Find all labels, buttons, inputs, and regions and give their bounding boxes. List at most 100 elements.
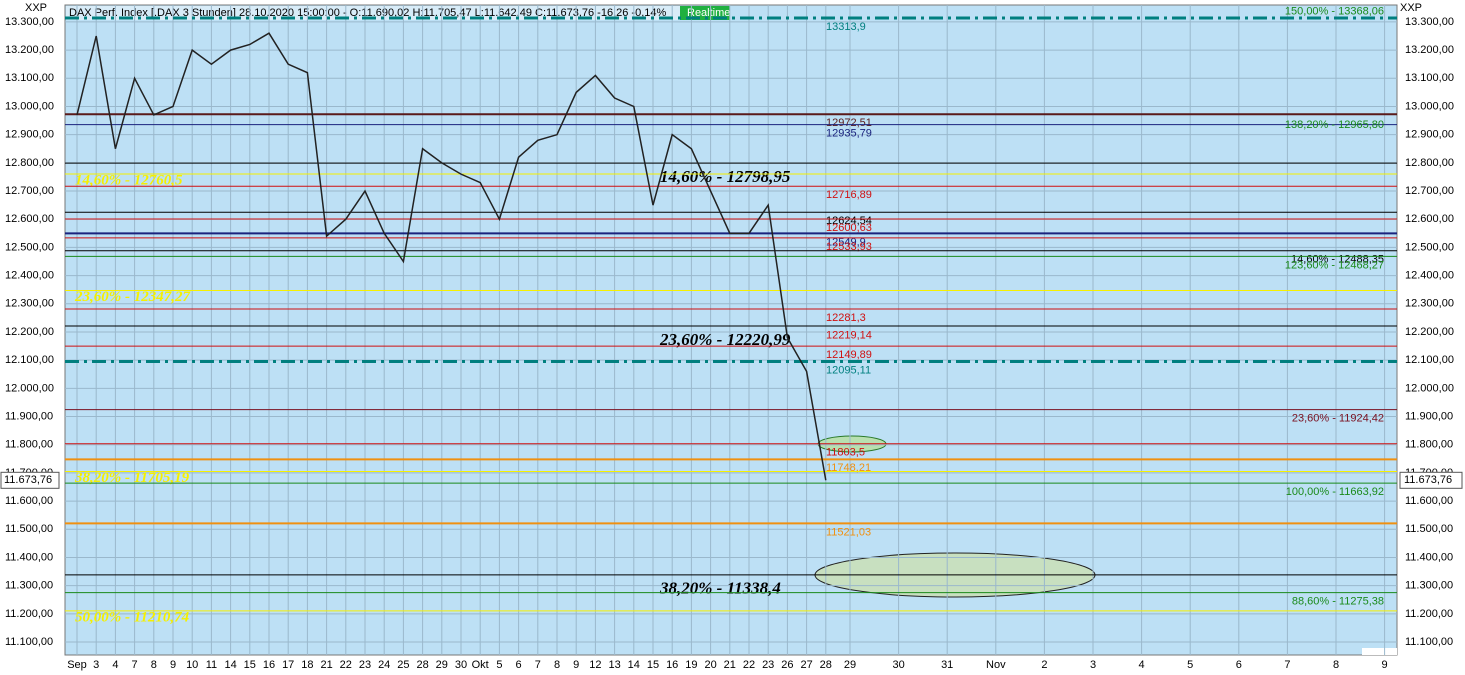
level-label: 150,00% - 13368,06 [1285, 6, 1384, 18]
level-label: 38,20% - 11338,4 [659, 579, 781, 598]
level-label: 23,60% - 12220,99 [659, 330, 791, 349]
x-tick-label: 3 [93, 659, 99, 671]
y-tick-label: 12.500,00 [5, 241, 54, 253]
y-tick-label: 12.400,00 [1405, 270, 1454, 282]
level-label: 50,00% - 11210,74 [75, 609, 190, 625]
x-tick-label: 11 [206, 659, 217, 671]
level-label: 12600,63 [826, 222, 872, 234]
level-label: 23,60% - 11924,42 [1292, 413, 1384, 425]
level-label: 12549,9 [826, 236, 866, 248]
x-tick-label: 23 [762, 659, 774, 671]
y-tick-label: 11.500,00 [1405, 523, 1453, 535]
y-tick-label: 12.400,00 [5, 270, 54, 282]
level-label: 12281,3 [826, 312, 866, 324]
x-tick-label: 4 [1139, 659, 1145, 671]
y-tick-label: 12.000,00 [1405, 382, 1454, 394]
y-tick-label: 11.200,00 [5, 608, 53, 620]
x-tick-label: 25 [397, 659, 409, 671]
x-tick-label: 21 [320, 659, 332, 671]
level-label: 11803,5 [826, 447, 865, 459]
level-label: 13313,9 [826, 21, 866, 33]
level-label: 12935,79 [826, 127, 872, 139]
x-tick-label: 28 [416, 659, 428, 671]
level-label: 11748,21 [826, 462, 871, 474]
x-tick-label: 30 [892, 659, 904, 671]
y-tick-label: 11.300,00 [5, 580, 53, 592]
x-tick-label: 22 [743, 659, 755, 671]
x-tick-label: 12 [589, 659, 601, 671]
x-tick-label: 15 [244, 659, 256, 671]
x-tick-label: 15 [647, 659, 659, 671]
x-tick-label: 20 [704, 659, 716, 671]
x-tick-label: 8 [151, 659, 157, 671]
level-label: 123,60% - 12468,27 [1285, 259, 1384, 271]
y-tick-label: 12.300,00 [5, 298, 54, 310]
x-tick-label: Okt [472, 659, 489, 671]
y-tick-label: 12.900,00 [1405, 129, 1454, 141]
level-label: 14,60% - 12798,95 [660, 167, 791, 186]
x-tick-label: 31 [941, 659, 953, 671]
level-label: 12095,11 [826, 364, 871, 376]
x-tick-label: 8 [1333, 659, 1339, 671]
x-tick-label: 7 [132, 659, 138, 671]
y-tick-label: 12.800,00 [1405, 157, 1454, 169]
x-tick-label: 28 [820, 659, 832, 671]
y-tick-label: 12.200,00 [5, 326, 54, 338]
y-tick-label: 12.300,00 [1405, 298, 1454, 310]
x-tick-label: 16 [666, 659, 678, 671]
x-tick-label: 9 [573, 659, 579, 671]
level-label: 12716,89 [826, 189, 872, 201]
y-tick-label: 13.000,00 [1405, 100, 1454, 112]
y-tick-label: 13.200,00 [5, 44, 54, 56]
x-tick-label: 5 [1187, 659, 1193, 671]
y-tick-label: 11.600,00 [1405, 495, 1453, 507]
y-tick-label: 12.100,00 [5, 354, 54, 366]
level-label: 12149,89 [826, 349, 872, 361]
x-tick-label: 2 [1041, 659, 1047, 671]
x-tick-label: Sep [67, 659, 87, 671]
x-tick-label: 27 [800, 659, 812, 671]
x-tick-label: 9 [170, 659, 176, 671]
status: Realtime [687, 7, 730, 19]
x-tick-label: 9 [1382, 659, 1388, 671]
x-tick-label: 26 [781, 659, 793, 671]
y-tick-label: 12.500,00 [1405, 241, 1454, 253]
level-label: 138,20% - 12965,80 [1285, 119, 1384, 131]
level-label: 23,60% - 12347,27 [74, 289, 190, 305]
chart-header: DAX Perf. Index [.DAX 3 Stunden] 28.10.2… [69, 7, 666, 19]
x-tick-label: 29 [436, 659, 448, 671]
x-tick-label: 18 [301, 659, 313, 671]
y-tick-label: 12.700,00 [1405, 185, 1454, 197]
y-tick-label: 11.200,00 [1405, 608, 1453, 620]
plot-corner [1362, 648, 1397, 655]
y-tick-label: 13.100,00 [5, 72, 54, 84]
y-tick-label: 12.200,00 [1405, 326, 1454, 338]
y-tick-label: 13.200,00 [1405, 44, 1454, 56]
x-tick-label: 22 [340, 659, 352, 671]
x-tick-label: 29 [844, 659, 856, 671]
level-label: 12533,93 [826, 241, 872, 253]
x-tick-label: 14 [628, 659, 640, 671]
level-label: 12219,14 [826, 329, 872, 341]
price-tag-label: 11.673,76 [4, 474, 52, 486]
y-tick-label: 11.500,00 [5, 523, 53, 535]
y-tick-label: 11.900,00 [1405, 410, 1453, 422]
x-tick-label: 5 [496, 659, 502, 671]
y-tick-label: 12.900,00 [5, 129, 54, 141]
y-tick-label: 12.800,00 [5, 157, 54, 169]
y-tick-label: 12.600,00 [1405, 213, 1454, 225]
price-tag [1399, 471, 1463, 489]
x-tick-label: 16 [263, 659, 275, 671]
axis-code: XXP [1400, 2, 1422, 14]
price-tag [0, 471, 60, 489]
level-label: 38,20% - 11705,19 [74, 470, 190, 486]
x-tick-label: 24 [378, 659, 390, 671]
y-tick-label: 11.100,00 [1405, 636, 1453, 648]
y-tick-label: 12.600,00 [5, 213, 54, 225]
level-label: 12624,54 [826, 215, 872, 227]
level-label: 100,00% - 11663,92 [1286, 486, 1384, 498]
y-tick-label: 11.800,00 [1405, 439, 1453, 451]
y-tick-label: 12.700,00 [5, 185, 54, 197]
level-label: 11521,03 [826, 526, 871, 538]
